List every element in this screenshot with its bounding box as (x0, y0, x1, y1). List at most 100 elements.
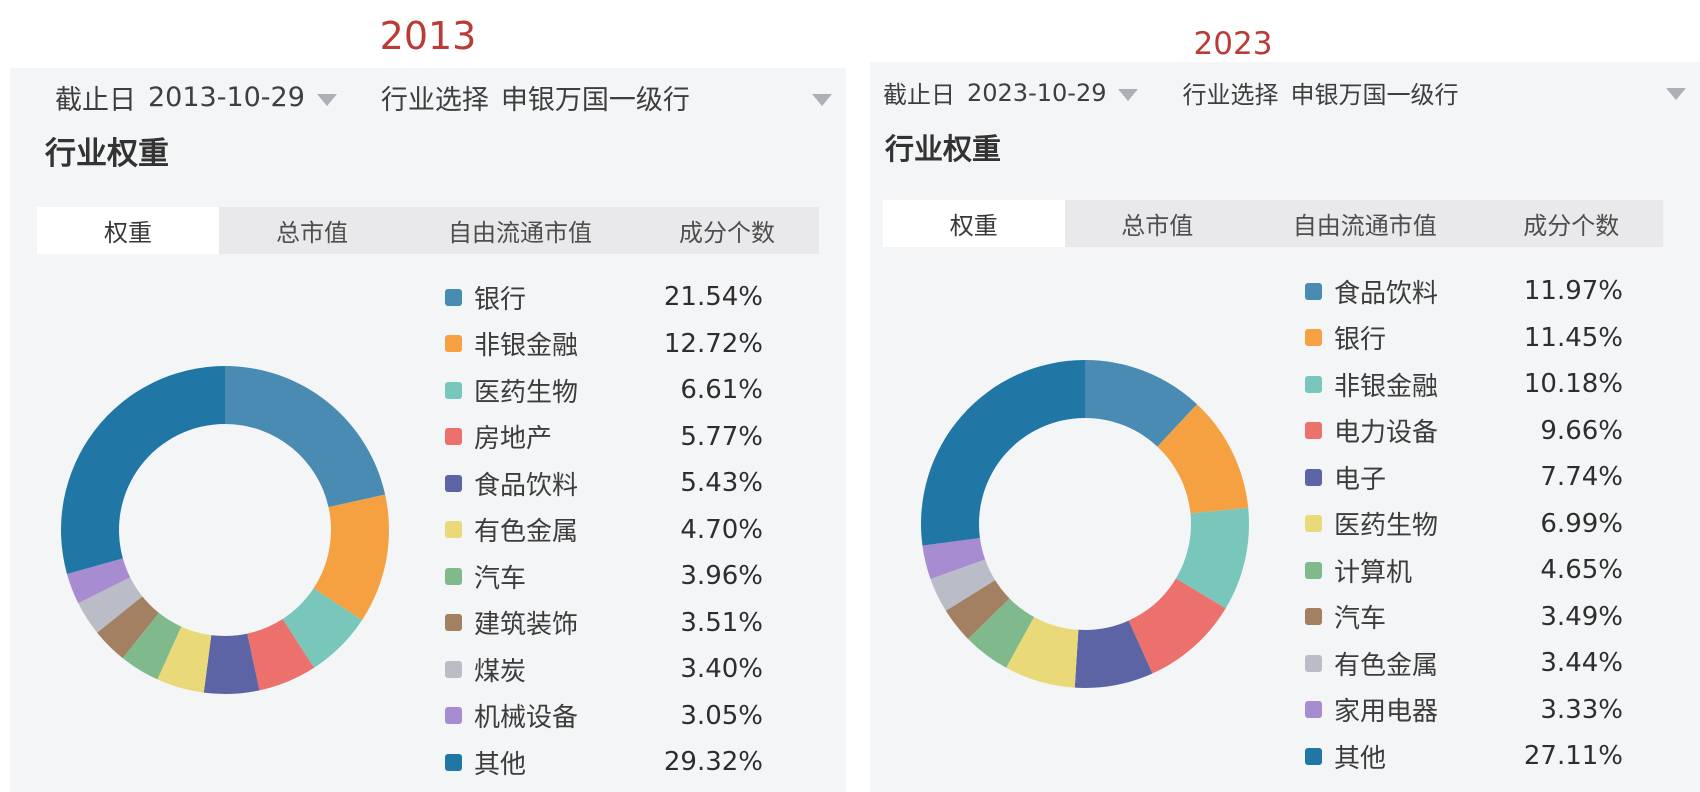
legend-label: 医药生物 (1334, 511, 1439, 541)
chevron-down-icon[interactable] (1666, 88, 1686, 100)
donut-slice-医药生物[interactable] (282, 588, 363, 668)
donut-slice-银行[interactable] (225, 366, 386, 508)
legend-item-其他[interactable]: 其他 27.11% (1305, 739, 1623, 774)
legend-value: 4.70% (680, 514, 763, 545)
donut-slice-汽车[interactable] (945, 580, 1010, 639)
donut-slice-非银金融[interactable] (313, 494, 390, 621)
donut-slice-有色金属[interactable] (930, 559, 996, 611)
legend-item-有色金属[interactable]: 有色金属 3.44% (1305, 646, 1623, 681)
donut-slice-其他[interactable] (921, 360, 1085, 546)
donut-slice-房地产[interactable] (247, 619, 315, 691)
legend-label: 机械设备 (474, 703, 579, 733)
industry-select-dropdown[interactable]: 行业选择 申银万国一级行 (1182, 75, 1458, 110)
donut-slice-银行[interactable] (1157, 404, 1249, 514)
filters-row-2023: 截止日 2023-10-29 行业选择 申银万国一级行 (883, 75, 1458, 110)
legend-value: 3.49% (1540, 601, 1623, 632)
legend-item-计算机[interactable]: 计算机 4.65% (1305, 553, 1623, 588)
legend-value: 7.74% (1540, 462, 1623, 492)
legend-item-煤炭[interactable]: 煤炭 3.40% (445, 652, 763, 687)
legend-item-汽车[interactable]: 汽车 3.96% (445, 559, 763, 594)
donut-slice-煤炭[interactable] (78, 577, 143, 633)
legend-item-房地产[interactable]: 房地产 5.77% (445, 420, 763, 454)
legend-label: 非银金融 (1334, 371, 1439, 402)
tab-constituent-count[interactable]: 成分个数 (1523, 212, 1620, 240)
legend-value: 29.32% (663, 747, 763, 777)
legend-value: 27.11% (1523, 741, 1623, 771)
legend-value: 3.05% (680, 700, 763, 731)
legend-item-电力设备[interactable]: 电力设备 9.66% (1305, 414, 1623, 448)
legend-value: 12.72% (663, 328, 763, 359)
legend-label: 电力设备 (1334, 418, 1439, 448)
donut-slice-汽车[interactable] (122, 612, 182, 680)
cutoff-date-dropdown[interactable]: 截止日 2013-10-29 (55, 78, 337, 117)
panel-2023: 截止日 2023-10-29 行业选择 申银万国一级行 行业权重 权重 总市值 … (870, 62, 1700, 792)
legend-item-食品饮料[interactable]: 食品饮料 11.97% (1305, 274, 1623, 309)
tab-weight[interactable]: 权重 (37, 207, 219, 254)
legend-color-swatch (445, 660, 462, 678)
legend-item-汽车[interactable]: 汽车 3.49% (1305, 600, 1623, 634)
legend-item-建筑装饰[interactable]: 建筑装饰 3.51% (445, 606, 763, 640)
tab-free-float-cap[interactable]: 自由流通市值 (1292, 212, 1437, 240)
donut-slice-医药生物[interactable] (1006, 616, 1079, 688)
legend-item-电子[interactable]: 电子 7.74% (1305, 460, 1623, 495)
legend-label: 非银金融 (474, 331, 579, 361)
legend-label: 汽车 (1334, 604, 1387, 634)
legend-item-医药生物[interactable]: 医药生物 6.61% (445, 373, 763, 408)
tab-weight[interactable]: 权重 (883, 200, 1065, 247)
donut-slice-家用电器[interactable] (922, 537, 986, 579)
donut-slice-其他[interactable] (60, 366, 225, 574)
legend-value: 9.66% (1540, 415, 1623, 446)
legend-color-swatch (445, 288, 462, 306)
legend-color-swatch (1305, 701, 1322, 718)
cutoff-date-value: 2023-10-29 (967, 78, 1107, 107)
chevron-down-icon[interactable] (1118, 88, 1139, 101)
donut-slice-电力设备[interactable] (1128, 578, 1226, 674)
industry-select-value: 申银万国一级行 (1290, 81, 1459, 109)
legend-label: 煤炭 (474, 656, 527, 687)
legend-label: 其他 (474, 749, 527, 780)
tab-constituent-count[interactable]: 成分个数 (679, 219, 775, 247)
legend-color-swatch (1305, 422, 1322, 439)
legend-item-医药生物[interactable]: 医药生物 6.99% (1305, 507, 1623, 541)
legend-item-家用电器[interactable]: 家用电器 3.33% (1305, 693, 1623, 727)
legend-label: 有色金属 (1334, 650, 1439, 681)
donut-slice-食品饮料[interactable] (1085, 360, 1198, 447)
donut-slice-建筑装饰[interactable] (97, 596, 159, 659)
chevron-down-icon[interactable] (316, 93, 337, 106)
legend-item-非银金融[interactable]: 非银金融 12.72% (445, 327, 763, 361)
section-title: 行业权重 (45, 136, 169, 172)
legend-value: 11.97% (1523, 276, 1623, 306)
legend-item-食品饮料[interactable]: 食品饮料 5.43% (445, 466, 763, 501)
legend-color-swatch (445, 335, 462, 352)
legend-item-非银金融[interactable]: 非银金融 10.18% (1305, 367, 1623, 402)
legend-label: 汽车 (474, 563, 527, 594)
legend-item-有色金属[interactable]: 有色金属 4.70% (445, 513, 763, 547)
legend-color-swatch (1305, 747, 1322, 765)
legend-item-机械设备[interactable]: 机械设备 3.05% (445, 699, 763, 733)
tab-total-market-cap[interactable]: 总市值 (276, 219, 348, 247)
donut-slice-食品饮料[interactable] (203, 633, 260, 694)
year-title-2013: 2013 (379, 14, 477, 58)
legend-item-银行[interactable]: 银行 11.45% (1305, 321, 1623, 355)
donut-legend-2023: 食品饮料 11.97% 银行 11.45% 非银金融 10.18% 电力设备 9.66% 电子 7… (870, 62, 1700, 792)
industry-select-label: 行业选择 (1182, 81, 1279, 109)
legend-value: 5.77% (680, 421, 763, 452)
tab-free-float-cap[interactable]: 自由流通市值 (448, 219, 592, 247)
legend-label: 食品饮料 (1334, 278, 1439, 309)
chevron-down-icon[interactable] (812, 94, 832, 106)
legend-item-银行[interactable]: 银行 21.54% (445, 280, 763, 315)
donut-slice-计算机[interactable] (968, 598, 1035, 668)
donut-legend-2013: 银行 21.54% 非银金融 12.72% 医药生物 6.61% 房地产 5.77% 食品饮料 5… (10, 68, 846, 792)
legend-color-swatch (445, 753, 462, 771)
legend-color-swatch (445, 567, 462, 585)
tab-total-market-cap[interactable]: 总市值 (1121, 212, 1194, 240)
legend-color-swatch (1305, 608, 1322, 625)
donut-slice-有色金属[interactable] (157, 626, 212, 693)
panel-2013: 截止日 2013-10-29 行业选择 申银万国一级行 行业权重 权重 总市值 … (10, 68, 846, 792)
donut-slice-电子[interactable] (1074, 620, 1153, 688)
cutoff-date-dropdown[interactable]: 截止日 2023-10-29 (883, 75, 1139, 110)
donut-slice-非银金融[interactable] (1175, 507, 1249, 609)
donut-slice-机械设备[interactable] (66, 558, 131, 604)
industry-select-dropdown[interactable]: 行业选择 申银万国一级行 (381, 78, 690, 117)
legend-item-其他[interactable]: 其他 29.32% (445, 745, 763, 780)
